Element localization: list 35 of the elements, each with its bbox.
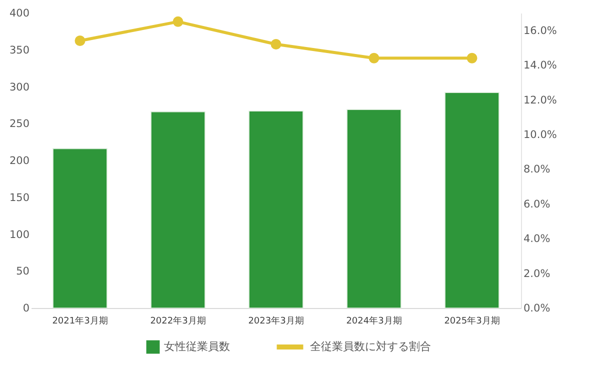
y-tick-label: 250 (9, 118, 30, 130)
y2-tick-label: 8.0% (524, 164, 550, 176)
legend-label: 全従業員数に対する割合 (310, 340, 431, 353)
x-tick-label: 2021年3月期 (52, 316, 108, 326)
y-tick-label: 150 (9, 192, 30, 204)
point (172, 16, 184, 27)
y-tick-label: 300 (9, 81, 30, 94)
bar (444, 92, 500, 308)
x-tick-label: 2022年3月期 (150, 316, 206, 326)
y2-tick-label: 16.0% (524, 24, 557, 37)
y2-tick-label: 2.0% (524, 268, 550, 280)
y-tick-label: 400 (9, 8, 30, 20)
point (74, 36, 86, 46)
y-tick-label: 50 (16, 266, 30, 278)
y2-tick-label: 14.0% (524, 60, 557, 72)
y2-tick-label: 4.0% (524, 233, 550, 246)
y2-tick-label: 6.0% (524, 198, 550, 210)
y2-tick-label: 10.0% (524, 128, 557, 141)
y-tick-label: 350 (9, 44, 30, 56)
bar (52, 148, 108, 308)
x-tick-label: 2024年3月期 (346, 316, 402, 326)
y2-tick-label: 0.0% (524, 302, 550, 314)
y2-tick-label: 12.0% (524, 94, 557, 106)
y-tick-label: 100 (9, 228, 30, 241)
y-tick-label: 200 (9, 155, 30, 167)
x-tick-label: 2023年3月期 (248, 316, 304, 326)
bar (150, 111, 206, 308)
bar (346, 109, 402, 308)
x-tick-label: 2025年3月期 (444, 316, 500, 326)
point (466, 52, 478, 64)
point (270, 39, 282, 50)
y-tick-label: 0 (22, 302, 30, 314)
bar (248, 110, 304, 308)
legend-label: 女性従業員数 (164, 340, 230, 353)
point (368, 52, 380, 64)
